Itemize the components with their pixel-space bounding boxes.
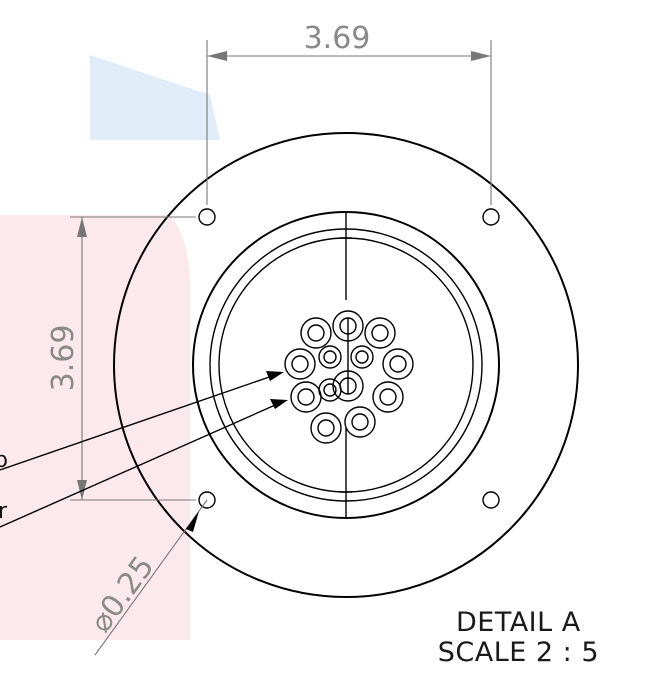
conductor-inner [380,389,396,405]
dimension-horizontal: 3.69 [207,21,491,205]
conductor-outer [345,407,375,437]
conductor-inner [292,356,308,372]
leader-label-1: b [0,448,8,473]
conductor-inner [356,351,368,363]
conductor-inner [372,325,388,341]
conductor-inner [318,420,334,436]
conductor-outer [365,318,395,348]
leader-label-2: r [0,499,8,524]
conductor-outer [383,349,413,379]
conductor-outer [351,346,373,368]
detail-caption: DETAIL A SCALE 2 : 5 [438,608,599,668]
conductor-outer [301,318,331,348]
conductor-outer [319,379,341,401]
dimension-horizontal-value: 3.69 [304,21,371,56]
dimension-vertical-value: 3.69 [46,325,81,392]
conductor-outer [319,346,341,368]
mounting-hole-top-right [483,209,499,225]
conductor-inner [308,325,324,341]
caption-title: DETAIL A [438,608,599,638]
conductor-inner [352,414,368,430]
conductor-inner [390,356,406,372]
conductor-outer [373,382,403,412]
mounting-hole-bottom-right [483,492,499,508]
conductor-outer [285,349,315,379]
mounting-hole-top-left [199,209,215,225]
caption-scale: SCALE 2 : 5 [438,638,599,668]
conductor-outer [311,413,341,443]
conductor-inner [298,389,314,405]
background-watermark [0,55,220,640]
conductor-inner [324,351,336,363]
conductor-bundle [285,311,413,443]
conductor-outer [291,382,321,412]
